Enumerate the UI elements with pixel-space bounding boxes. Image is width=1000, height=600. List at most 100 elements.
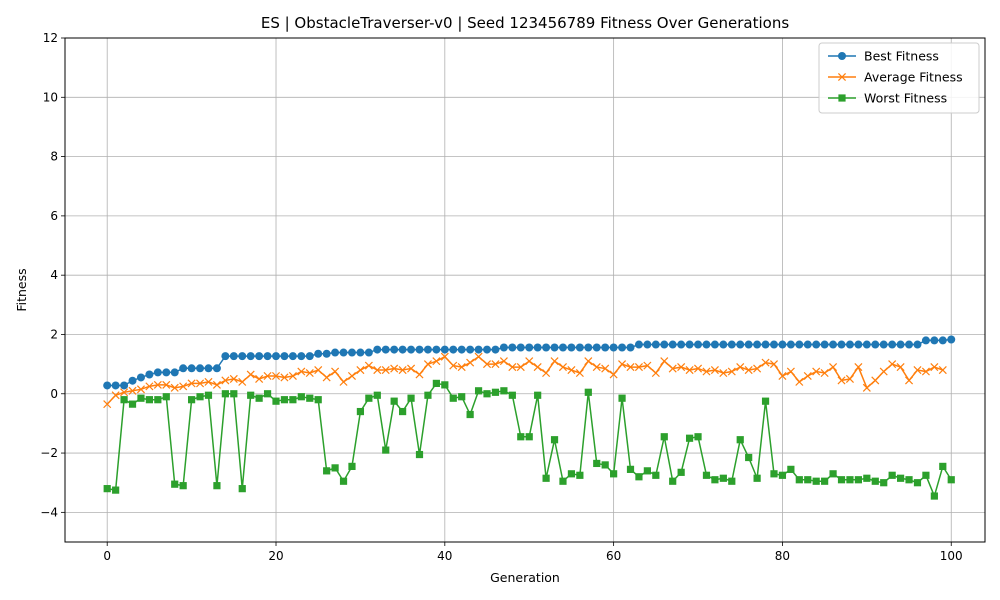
best-fitness-point	[221, 352, 230, 361]
best-fitness-point	[938, 336, 947, 345]
best-fitness-point	[305, 352, 314, 361]
average-fitness-point	[803, 371, 812, 381]
average-fitness-point	[322, 373, 331, 382]
worst-fitness-point	[669, 477, 677, 485]
average-fitness-point	[204, 377, 213, 386]
worst-fitness-point	[652, 471, 660, 479]
y-tick-label: −4	[40, 505, 58, 519]
best-fitness-point	[634, 340, 643, 349]
best-fitness-point	[845, 340, 854, 349]
average-fitness-point	[896, 363, 905, 372]
average-fitness-point	[145, 382, 154, 391]
average-fitness-point	[592, 363, 601, 372]
average-fitness-point	[845, 374, 854, 383]
worst-fitness-point	[711, 476, 719, 484]
legend-marker	[838, 52, 846, 60]
best-fitness-point	[390, 345, 399, 354]
y-tick-label: 8	[50, 150, 58, 164]
average-fitness-point	[609, 370, 618, 379]
worst-fitness-point	[474, 387, 483, 395]
best-fitness-point	[474, 345, 483, 354]
best-fitness-point	[550, 343, 559, 352]
best-fitness-point	[466, 345, 475, 354]
x-marker-stroke	[229, 374, 238, 383]
best-fitness-point	[255, 352, 264, 361]
worst-fitness-point	[736, 436, 744, 444]
worst-fitness-point	[761, 397, 770, 405]
x-marker-stroke	[288, 371, 297, 381]
worst-fitness-point	[348, 462, 356, 470]
x-marker-stroke	[685, 366, 694, 375]
average-fitness-point	[280, 373, 289, 382]
worst-fitness-point	[179, 482, 187, 490]
y-tick-label: 0	[50, 387, 58, 401]
best-fitness-point	[364, 348, 373, 357]
worst-fitness-point	[466, 410, 474, 419]
worst-fitness-point	[584, 388, 592, 396]
average-fitness-point	[558, 363, 568, 372]
average-fitness-point	[170, 383, 179, 392]
worst-fitness-point	[643, 467, 651, 475]
legend-item-worst-fitness: Worst Fitness	[828, 91, 947, 106]
worst-fitness-point	[289, 396, 297, 404]
worst-fitness-point	[272, 397, 280, 405]
average-fitness-point	[314, 366, 323, 375]
x-marker-stroke	[221, 376, 230, 385]
x-marker-stroke	[668, 364, 677, 373]
average-fitness-point	[474, 352, 483, 361]
legend-item-average-fitness: Average Fitness	[828, 70, 963, 85]
y-axis-label: Fitness	[14, 268, 29, 311]
best-fitness-point	[145, 370, 154, 379]
x-marker-stroke	[913, 366, 922, 375]
best-fitness-point	[280, 352, 289, 361]
best-fitness-point	[660, 340, 669, 349]
y-tick-label: 4	[50, 268, 58, 282]
average-fitness-point	[255, 374, 264, 383]
x-marker-stroke	[499, 357, 508, 366]
x-marker-stroke	[381, 366, 390, 375]
average-fitness-point	[271, 371, 281, 381]
best-fitness-point	[567, 343, 576, 352]
worst-fitness-point	[601, 461, 609, 469]
worst-fitness-point	[441, 381, 449, 389]
worst-fitness-point	[812, 477, 820, 485]
worst-fitness-point	[896, 474, 905, 482]
best-fitness-point	[491, 345, 500, 354]
x-marker-stroke	[297, 367, 306, 376]
average-fitness-point	[744, 366, 753, 375]
average-fitness-point	[162, 380, 171, 389]
worst-fitness-point	[297, 393, 305, 401]
average-fitness-point	[795, 377, 804, 386]
average-fitness-point	[736, 363, 745, 372]
best-fitness-point	[179, 364, 188, 373]
x-marker-stroke	[592, 363, 601, 372]
x-marker-stroke	[719, 368, 728, 378]
worst-fitness-point	[576, 471, 584, 479]
x-tick-label: 60	[606, 549, 621, 563]
x-marker-stroke	[753, 364, 762, 373]
x-marker-stroke	[837, 72, 847, 82]
average-fitness-point	[913, 366, 922, 375]
best-fitness-point	[905, 340, 914, 349]
worst-fitness-point	[939, 462, 947, 470]
x-marker-stroke	[862, 383, 871, 392]
x-marker-stroke	[786, 367, 795, 376]
worst-fitness-point	[913, 479, 922, 487]
x-marker-stroke	[271, 371, 281, 381]
best-fitness-point	[871, 340, 880, 349]
worst-fitness-point	[930, 492, 938, 500]
average-fitness-point	[761, 358, 770, 367]
best-fitness-point	[204, 364, 213, 373]
average-fitness-point	[238, 377, 247, 386]
y-tick-label: 12	[43, 31, 58, 45]
average-fitness-point	[550, 357, 559, 366]
worst-fitness-point	[888, 471, 896, 479]
x-marker-stroke	[769, 360, 779, 369]
x-marker-stroke	[356, 366, 365, 375]
worst-fitness-point	[821, 477, 829, 485]
x-marker-stroke	[879, 367, 888, 376]
average-fitness-point	[634, 363, 643, 372]
worst-fitness-point	[432, 379, 440, 387]
x-marker-stroke	[474, 352, 483, 361]
best-fitness-point	[921, 336, 930, 345]
